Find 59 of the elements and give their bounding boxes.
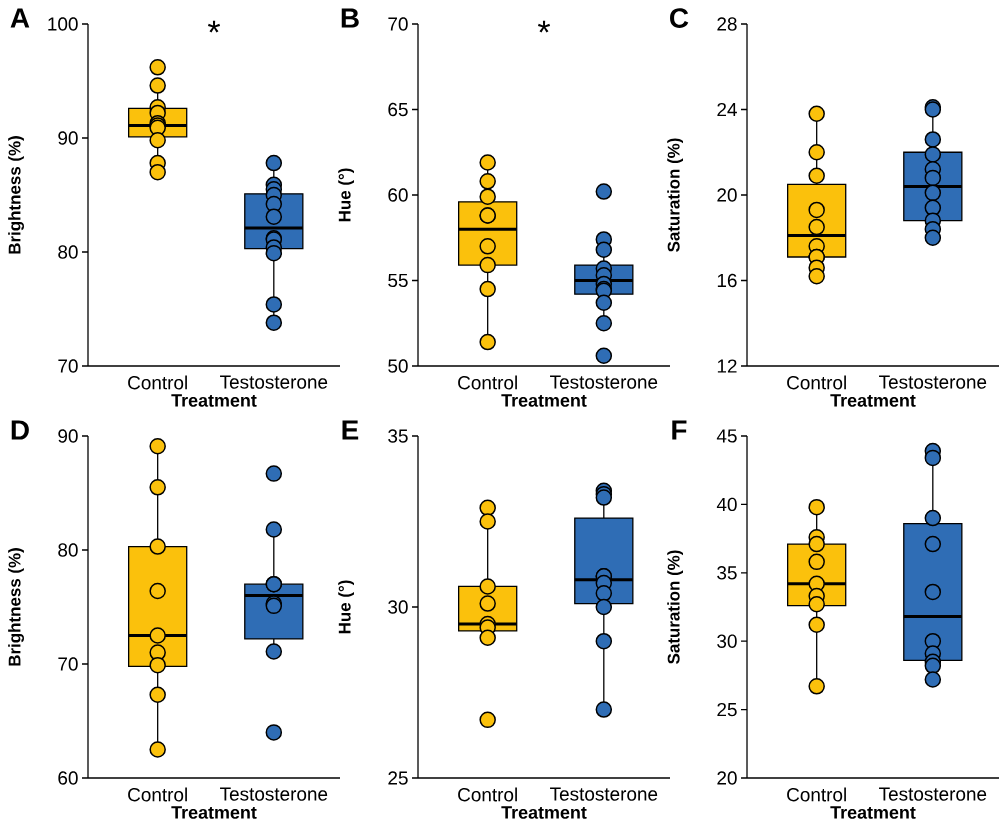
x-tick-label: Testosterone (879, 787, 987, 801)
chart-title: E (342, 420, 359, 440)
chart-title: D (11, 420, 29, 440)
x-tick-label: Testosterone (550, 787, 658, 801)
y-tick-label: 30 (717, 634, 737, 648)
y-tick-label: 28 (717, 17, 737, 31)
y-tick-label: 90 (58, 429, 78, 443)
x-tick-label: Control (787, 787, 846, 802)
chart-title: A (10, 8, 30, 28)
chart-title: C (670, 8, 689, 28)
y-tick-label: 55 (388, 273, 408, 288)
y-tick-label: 25 (717, 702, 737, 717)
y-tick-label: 25 (388, 771, 408, 785)
y-tick-label: 70 (58, 657, 78, 671)
y-tick-label: 24 (717, 102, 737, 117)
y-tick-label: 70 (58, 359, 78, 373)
x-axis-title: Treatment (501, 806, 587, 819)
y-tick-label: 20 (717, 188, 737, 202)
x-tick-label: Testosterone (550, 375, 658, 389)
x-tick-label: Testosterone (220, 787, 328, 801)
x-axis-title: Treatment (830, 806, 916, 819)
y-tick-label: 100 (48, 17, 78, 31)
y-axis-title: Brightness (%) (8, 136, 24, 254)
x-tick-label: Control (787, 375, 846, 390)
y-tick-label: 20 (717, 771, 737, 785)
y-axis-title: Hue (°) (338, 580, 354, 634)
x-axis-title: Treatment (830, 394, 916, 407)
x-tick-label: Control (458, 787, 517, 802)
y-tick-label: 80 (58, 543, 78, 557)
chart-title: F (672, 420, 687, 440)
y-axis-title: Saturation (%) (667, 550, 684, 664)
x-axis-title: Treatment (171, 806, 257, 819)
y-tick-label: 16 (717, 273, 737, 288)
y-tick-label: 50 (388, 359, 408, 373)
y-tick-label: 35 (388, 429, 408, 443)
annotation: * (537, 20, 551, 33)
y-tick-label: 60 (388, 188, 408, 202)
chart-title: B (341, 8, 359, 28)
x-axis-title: Treatment (171, 394, 257, 407)
y-tick-label: 70 (388, 17, 408, 31)
x-tick-label: Testosterone (220, 375, 328, 389)
y-tick-label: 90 (58, 131, 78, 145)
y-tick-label: 80 (58, 245, 78, 259)
y-tick-label: 65 (388, 102, 408, 117)
y-tick-label: 35 (717, 566, 737, 580)
y-tick-label: 40 (716, 497, 737, 512)
y-axis-title: Hue (°) (338, 168, 354, 222)
x-tick-label: Testosterone (879, 375, 987, 389)
y-tick-label: 12 (717, 359, 737, 373)
x-tick-label: Control (128, 787, 187, 802)
y-tick-label: 45 (716, 429, 737, 443)
y-tick-label: 30 (388, 600, 408, 614)
annotation: * (207, 20, 221, 33)
x-tick-label: Control (458, 375, 517, 390)
y-tick-label: 60 (58, 771, 78, 785)
y-axis-title: Brightness (%) (8, 548, 24, 666)
x-tick-label: Control (128, 375, 187, 390)
x-axis-title: Treatment (501, 394, 587, 407)
y-axis-title: Saturation (%) (667, 138, 684, 252)
